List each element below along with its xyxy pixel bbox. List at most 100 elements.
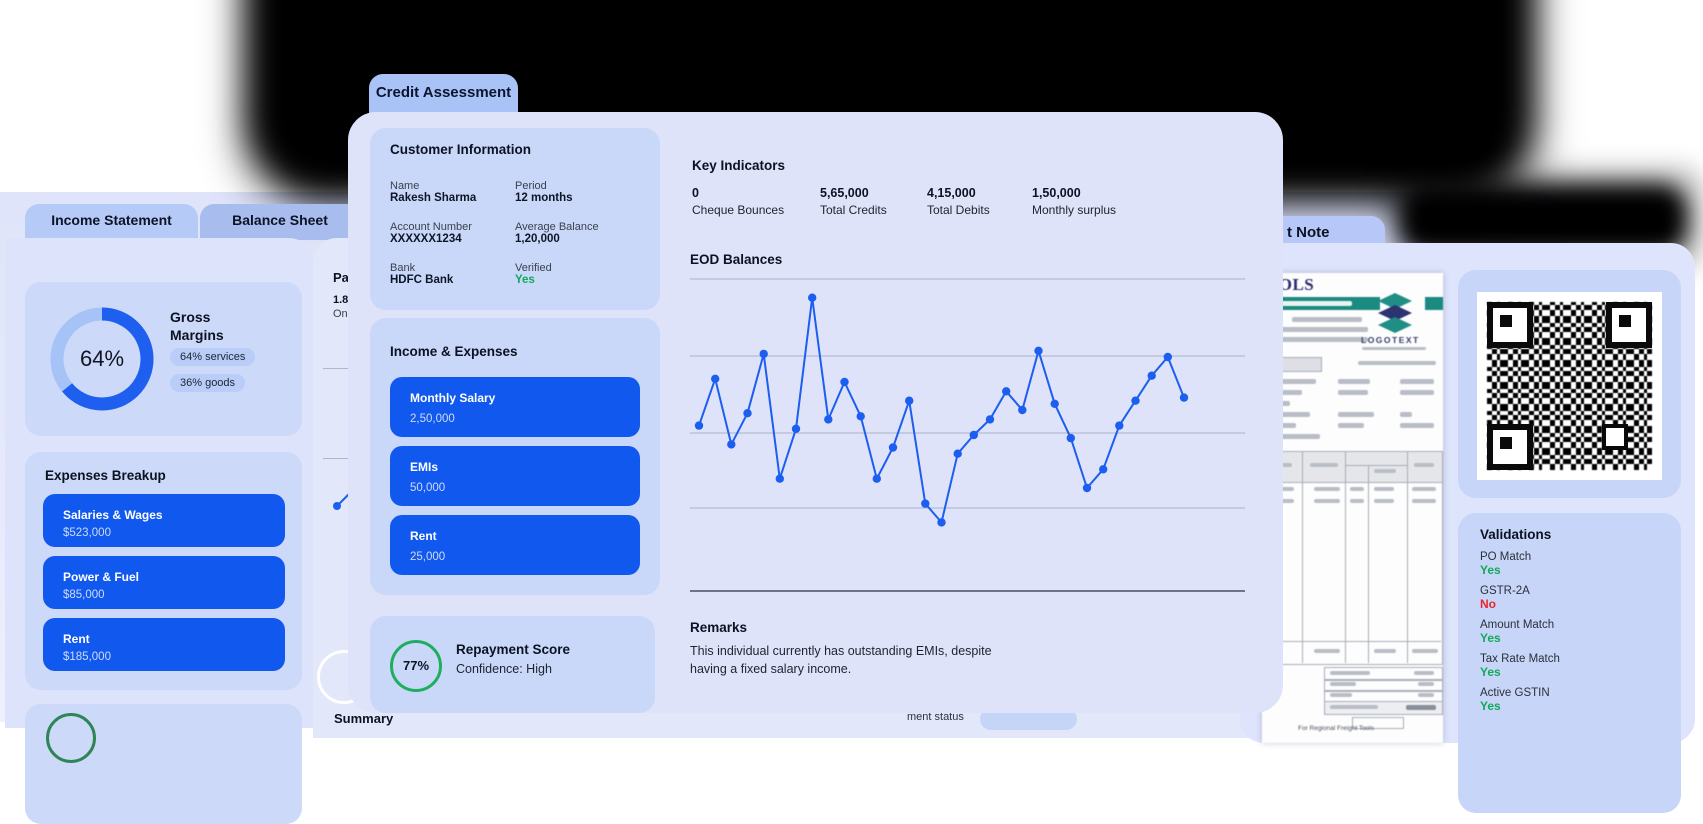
remarks-line1: This individual currently has outstandin… (690, 644, 992, 658)
field-label: Account Number (390, 221, 472, 233)
income-amount: 50,000 (410, 482, 446, 494)
tab-note-label: t Note (1287, 224, 1330, 241)
field-value: XXXXXX1234 (390, 233, 462, 245)
field-account-number: Account Number XXXXXX1234 (390, 221, 472, 245)
income-item-monthly-salary[interactable]: Monthly Salary 2,50,000 (390, 377, 640, 437)
validation-value: Yes (1480, 699, 1501, 713)
invoice-document-image: OOLS LOGOTEXT (1262, 273, 1443, 743)
income-expenses-panel: Income & Expenses Monthly Salary 2,50,00… (370, 318, 660, 595)
validation-label: Tax Rate Match (1480, 653, 1560, 665)
validation-value: Yes (1480, 665, 1501, 679)
stat-total-credits: 5,65,000 Total Credits (820, 186, 887, 217)
repayment-score-title: Repayment Score (456, 642, 571, 657)
tab-balance-sheet[interactable]: Balance Sheet (200, 204, 360, 240)
gross-margins-title: Gross Margins (170, 308, 224, 344)
qr-alignment-square (1602, 424, 1628, 450)
income-name: Rent (410, 529, 437, 543)
field-period: Period 12 months (515, 180, 573, 204)
expense-name: Rent (63, 632, 90, 646)
tab-credit-assessment-label: Credit Assessment (375, 84, 512, 101)
qr-finder-top-left (1487, 302, 1533, 348)
expense-amount: $523,000 (63, 527, 111, 539)
remarks-title: Remarks (690, 620, 748, 635)
field-value: 1,20,000 (515, 233, 560, 245)
chart-line (698, 296, 1185, 524)
expenses-breakup-panel: Expenses Breakup Salaries & Wages $523,0… (25, 452, 302, 690)
customer-information-title: Customer Information (390, 142, 532, 157)
income-amount: 25,000 (410, 551, 446, 563)
field-label: Verified (515, 262, 552, 274)
validations-panel: Validations PO Match Yes GSTR-2A No Amou… (1458, 513, 1681, 813)
score-gauge-fragment (46, 713, 96, 763)
field-label: Name (390, 180, 420, 192)
stat-value: 1,50,000 (1032, 186, 1081, 200)
customer-information-panel: Customer Information Name Rakesh Sharma … (370, 128, 660, 310)
field-verified: Verified Yes (515, 262, 552, 286)
expense-amount: $85,000 (63, 589, 105, 601)
field-name: Name Rakesh Sharma (390, 180, 476, 204)
tab-credit-assessment[interactable]: Credit Assessment (369, 74, 518, 116)
expense-item-rent[interactable]: Rent $185,000 (43, 618, 285, 671)
remarks-line2: having a fixed salary income. (690, 662, 852, 676)
field-value: 12 months (515, 192, 573, 204)
income-name: Monthly Salary (410, 391, 496, 405)
validation-label: Amount Match (1480, 619, 1555, 631)
expense-name: Power & Fuel (63, 570, 140, 584)
qr-finder-bottom-left (1487, 424, 1533, 470)
invoice-logo-text: LOGOTEXT (1361, 335, 1420, 345)
field-label: Average Balance (515, 221, 599, 233)
stat-value: 5,65,000 (820, 186, 869, 200)
expenses-breakup-title: Expenses Breakup (45, 468, 166, 483)
expense-amount: $185,000 (63, 651, 111, 663)
field-average-balance: Average Balance 1,20,000 (515, 221, 599, 245)
credit-assessment-card: Customer Information Name Rakesh Sharma … (348, 112, 1283, 713)
field-label: Bank (390, 262, 416, 274)
stat-label: Monthly surplus (1032, 203, 1117, 217)
goods-percent-badge: 36% goods (170, 374, 246, 392)
validation-label: Active GSTIN (1480, 687, 1550, 699)
field-value: Yes (515, 274, 535, 286)
gross-margins-panel: 64% Gross Margins 64% services 36% goods (25, 282, 302, 436)
tab-balance-sheet-label: Balance Sheet (232, 212, 328, 228)
repayment-confidence: Confidence: High (456, 662, 552, 676)
donut-center-label: 64% (79, 346, 125, 371)
repayment-score-panel: 77% Repayment Score Confidence: High (370, 616, 655, 713)
document-validation-card: OOLS LOGOTEXT (1240, 243, 1695, 813)
qr-panel (1458, 270, 1681, 498)
income-item-emis[interactable]: EMIs 50,000 (390, 446, 640, 506)
key-indicators-title: Key Indicators (692, 158, 786, 173)
income-amount: 2,50,000 (410, 413, 455, 425)
stat-value: 4,15,000 (927, 186, 976, 200)
tab-income-statement[interactable]: Income Statement (25, 204, 198, 240)
chart-gridlines (690, 278, 1245, 509)
income-item-rent[interactable]: Rent 25,000 (390, 515, 640, 575)
validation-item-amount-match: Amount Match Yes (1480, 619, 1554, 645)
validation-value: Yes (1480, 563, 1501, 577)
stat-label: Cheque Bounces (692, 203, 785, 217)
balance-sheet-heading-fragment: Pa (333, 270, 349, 285)
validation-item-active-gstin: Active GSTIN Yes (1480, 687, 1550, 713)
field-bank: Bank HDFC Bank (390, 262, 453, 286)
stat-total-debits: 4,15,000 Total Debits (927, 186, 990, 217)
qr-code-image (1477, 292, 1662, 480)
repayment-score-ring: 77% (390, 640, 442, 692)
income-name: EMIs (410, 460, 439, 474)
gross-margins-title-line2: Margins (170, 327, 224, 343)
expense-item-power-fuel[interactable]: Power & Fuel $85,000 (43, 556, 285, 609)
balance-sheet-label-fragment: On (333, 308, 348, 320)
summary-heading-fragment: Summary (334, 711, 394, 726)
validations-title: Validations (1480, 527, 1552, 542)
validation-label: GSTR-2A (1480, 585, 1530, 597)
validation-item-tax-rate-match: Tax Rate Match Yes (1480, 653, 1560, 679)
tab-income-statement-label: Income Statement (51, 212, 172, 228)
gross-margins-title-line1: Gross (170, 309, 211, 325)
qr-finder-top-right (1606, 302, 1652, 348)
income-expenses-title: Income & Expenses (390, 344, 518, 359)
chart-data-points (694, 293, 1189, 527)
expense-name: Salaries & Wages (63, 508, 163, 522)
bottom-score-panel-fragment (25, 704, 302, 824)
expense-item-salaries-wages[interactable]: Salaries & Wages $523,000 (43, 494, 285, 547)
stat-value: 0 (692, 186, 699, 200)
validation-label: PO Match (1480, 551, 1532, 563)
invoice-teal-banner (1262, 297, 1380, 310)
